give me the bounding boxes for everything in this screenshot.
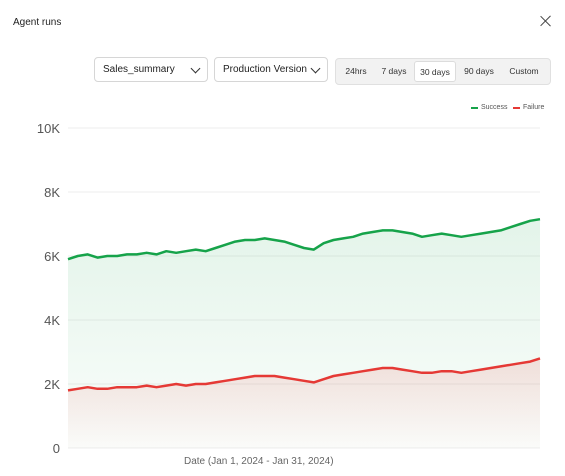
agent-select-value: Sales_summary xyxy=(103,64,175,75)
y-tick-label: 8K xyxy=(44,185,60,200)
y-tick-label: 4K xyxy=(44,313,60,328)
legend-success: Success xyxy=(471,104,507,111)
y-tick-label: 6K xyxy=(44,249,60,264)
legend-failure: Failure xyxy=(513,104,544,111)
panel-title: Agent runs xyxy=(13,17,62,28)
legend-success-swatch xyxy=(471,106,478,109)
legend-failure-swatch xyxy=(513,106,520,109)
range-30days-button[interactable]: 30 days xyxy=(414,61,456,82)
series-line-success xyxy=(67,217,541,261)
y-tick-label: 10K xyxy=(37,121,60,136)
version-select[interactable]: Production Version xyxy=(214,57,328,82)
time-range-selector: 24hrs 7 days 30 days 90 days Custom xyxy=(335,58,551,85)
range-90days-button[interactable]: 90 days xyxy=(464,66,494,76)
series-area-failure xyxy=(68,358,540,448)
series-line-failure xyxy=(67,357,541,392)
version-select-value: Production Version xyxy=(223,64,307,75)
x-axis-label: Date (Jan 1, 2024 - Jan 31, 2024) xyxy=(184,456,334,467)
range-24hrs-button[interactable]: 24hrs xyxy=(345,66,367,76)
legend-success-label: Success xyxy=(481,104,508,111)
agent-select[interactable]: Sales_summary xyxy=(94,57,208,82)
legend-failure-label: Failure xyxy=(523,104,545,111)
y-tick-label: 0 xyxy=(53,441,60,456)
y-tick-label: 2K xyxy=(44,377,60,392)
range-7days-button[interactable]: 7 days xyxy=(381,66,407,76)
range-custom-button[interactable]: Custom xyxy=(509,66,539,76)
